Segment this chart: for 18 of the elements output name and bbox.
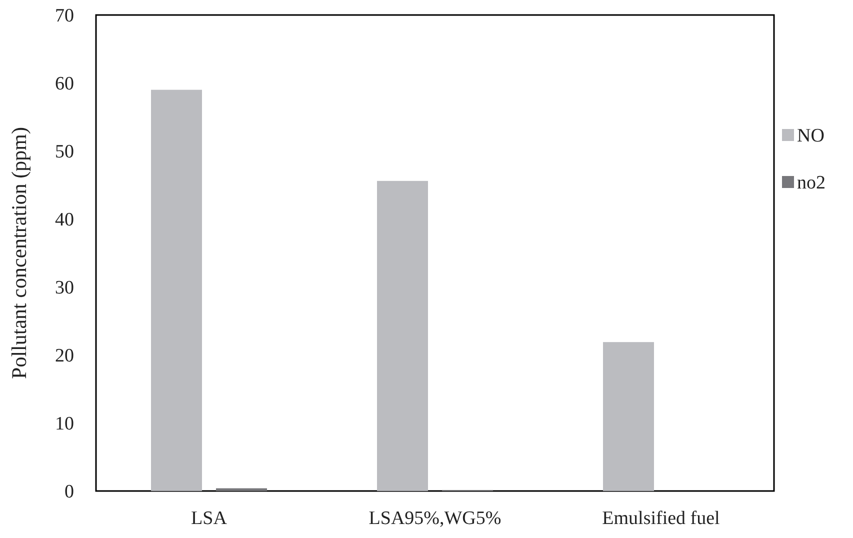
y-tick-label: 60 xyxy=(55,74,74,95)
y-tick-label: 10 xyxy=(55,414,74,435)
y-tick-label: 70 xyxy=(55,6,74,27)
x-tick-label: LSA xyxy=(191,508,228,529)
bar xyxy=(151,90,202,491)
y-axis-title: Pollutant concentration (ppm) xyxy=(7,127,31,379)
x-tick-label: LSA95%,WG5% xyxy=(368,508,502,529)
legend-label: no2 xyxy=(797,172,826,194)
legend-label: NO xyxy=(797,126,824,147)
bar xyxy=(377,180,428,491)
y-tick-label: 20 xyxy=(55,346,74,367)
x-tick-label: Emulsified fuel xyxy=(602,508,720,529)
bar xyxy=(216,488,267,491)
y-tick-label: 40 xyxy=(55,210,74,231)
y-tick-label: 50 xyxy=(55,142,74,163)
y-tick-label: 30 xyxy=(55,278,74,299)
y-tick-label: 0 xyxy=(64,482,74,503)
bar xyxy=(603,342,654,491)
